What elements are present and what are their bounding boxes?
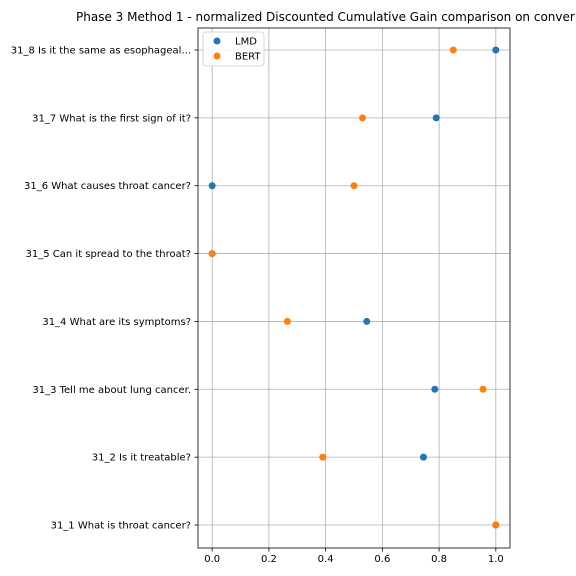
legend-label-bert: BERT — [235, 52, 261, 63]
x-tick-label: 0.2 — [261, 554, 277, 565]
data-points — [208, 46, 500, 529]
legend-marker-lmd — [213, 37, 221, 45]
data-point-bert — [208, 250, 216, 258]
data-point-bert — [283, 317, 291, 325]
x-axis: 0.0 0.2 0.4 0.6 0.8 1.0 — [204, 548, 504, 565]
data-point-bert — [449, 46, 457, 54]
y-tick-label: 31_7 What is the first sign of it? — [32, 113, 191, 124]
data-point-lmd — [431, 385, 439, 393]
chart-title: Phase 3 Method 1 - normalized Discounted… — [76, 10, 575, 24]
data-point-bert — [479, 385, 487, 393]
y-tick-label: 31_2 Is it treatable? — [92, 453, 191, 464]
legend-label-lmd: LMD — [235, 37, 257, 48]
x-tick-label: 1.0 — [488, 554, 504, 565]
x-tick-label: 0.0 — [204, 554, 220, 565]
data-point-bert — [350, 182, 358, 190]
legend: LMD BERT — [202, 31, 265, 67]
data-point-bert — [319, 453, 327, 461]
data-point-bert — [492, 521, 500, 529]
data-point-lmd — [208, 182, 216, 190]
y-tick-label: 31_1 What is throat cancer? — [51, 521, 191, 532]
y-tick-label: 31_3 Tell me about lung cancer. — [32, 385, 191, 396]
y-tick-label: 31_5 Can it spread to the throat? — [26, 249, 191, 260]
x-tick-label: 0.4 — [318, 554, 334, 565]
y-tick-label: 31_8 Is it the same as esophageal... — [11, 46, 191, 57]
y-tick-label: 31_6 What causes throat cancer? — [24, 181, 191, 192]
data-point-lmd — [419, 453, 427, 461]
y-tick-label: 31_4 What are its symptoms? — [42, 317, 191, 328]
data-point-lmd — [432, 114, 440, 122]
x-tick-label: 0.8 — [431, 554, 447, 565]
legend-marker-bert — [213, 52, 221, 60]
y-axis: 31_8 Is it the same as esophageal... 31_7… — [11, 46, 198, 532]
plot-frame — [197, 27, 511, 549]
data-point-bert — [359, 114, 367, 122]
data-point-lmd — [492, 46, 500, 54]
x-tick-label: 0.6 — [374, 554, 390, 565]
data-point-lmd — [363, 317, 371, 325]
grid — [198, 28, 510, 548]
